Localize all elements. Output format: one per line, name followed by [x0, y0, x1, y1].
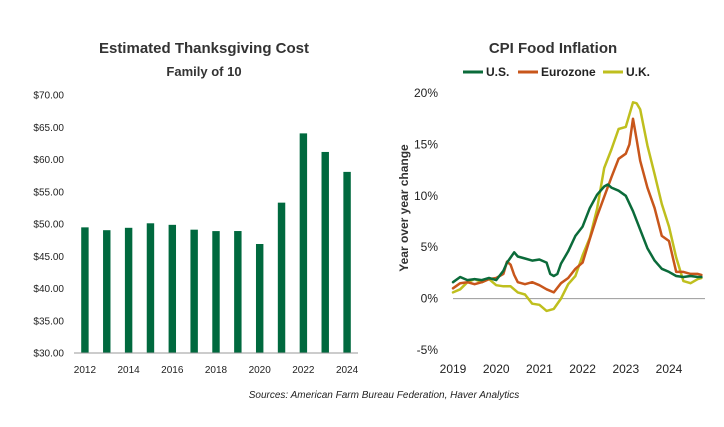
legend-label-uk: U.K.	[626, 65, 650, 79]
legend-label-eurozone: Eurozone	[541, 65, 596, 79]
right-x-tick-label: 2023	[612, 362, 639, 376]
left-chart-title: Estimated Thanksgiving Cost	[99, 40, 309, 57]
right-chart-ylabel: Year over year change	[397, 144, 411, 272]
left-y-tick-label: $55.00	[33, 187, 64, 198]
bar-2024	[343, 171, 351, 353]
right-x-tick-label: 2022	[569, 362, 596, 376]
left-y-tick-label: $50.00	[33, 220, 64, 231]
right-y-tick-label: 20%	[414, 86, 438, 100]
source-note: Sources: American Farm Bureau Federation…	[249, 390, 519, 401]
line-eurozone	[451, 117, 703, 294]
left-x-tick-label: 2014	[117, 365, 140, 376]
left-y-tick-label: $45.00	[33, 252, 64, 263]
bar-2013	[103, 230, 111, 353]
bar-2016	[168, 224, 177, 353]
left-y-tick-label: $70.00	[33, 91, 64, 102]
left-chart-subtitle: Family of 10	[166, 64, 241, 79]
bar-2020	[255, 243, 264, 353]
left-y-tick-label: $60.00	[33, 155, 64, 166]
bar-2022	[299, 133, 308, 353]
left-x-tick-label: 2024	[336, 365, 359, 376]
bar-2017	[190, 229, 198, 353]
right-y-tick-label: 15%	[414, 137, 438, 151]
left-y-axis: $30.00 $35.00 $40.00 $45.00 $50.00 $55.00 $60.…	[33, 91, 64, 360]
right-legend: U.S. Eurozone U.K.	[463, 65, 650, 79]
left-x-tick-label: 2018	[205, 365, 228, 376]
line-us	[451, 183, 703, 284]
right-chart-title: CPI Food Inflation	[489, 40, 617, 57]
left-x-tick-label: 2016	[161, 365, 184, 376]
right-lines	[451, 101, 703, 313]
right-y-tick-label: 0%	[421, 292, 439, 306]
right-y-axis: -5% 0% 5% 10% 15% 20%	[414, 86, 438, 357]
left-y-tick-label: $65.00	[33, 123, 64, 134]
left-y-tick-label: $40.00	[33, 284, 64, 295]
left-y-tick-label: $35.00	[33, 316, 64, 327]
left-x-tick-label: 2012	[74, 365, 97, 376]
bar-2015	[146, 223, 155, 353]
right-x-tick-label: 2020	[483, 362, 510, 376]
bar-2021	[277, 202, 286, 353]
bar-2012	[81, 227, 89, 353]
bar-2019	[234, 231, 242, 353]
line-uk	[451, 101, 703, 313]
right-x-tick-label: 2024	[656, 362, 683, 376]
left-x-tick-label: 2020	[249, 365, 272, 376]
bar-2018	[212, 231, 220, 353]
left-x-tick-label: 2022	[292, 365, 315, 376]
legend-label-us: U.S.	[486, 65, 509, 79]
left-x-axis: 2012 2014 2016 2018 2020 2022 2024	[74, 365, 359, 376]
right-y-tick-label: -5%	[417, 343, 439, 357]
right-x-axis: 2019 2020 2021 2022 2023 2024	[440, 362, 683, 376]
left-y-tick-label: $30.00	[33, 349, 64, 360]
bar-2023	[321, 151, 329, 353]
left-bars	[81, 133, 351, 353]
bar-2014	[124, 227, 133, 353]
right-y-tick-label: 5%	[421, 240, 439, 254]
right-x-tick-label: 2019	[440, 362, 467, 376]
right-y-tick-label: 10%	[414, 189, 438, 203]
right-x-tick-label: 2021	[526, 362, 553, 376]
